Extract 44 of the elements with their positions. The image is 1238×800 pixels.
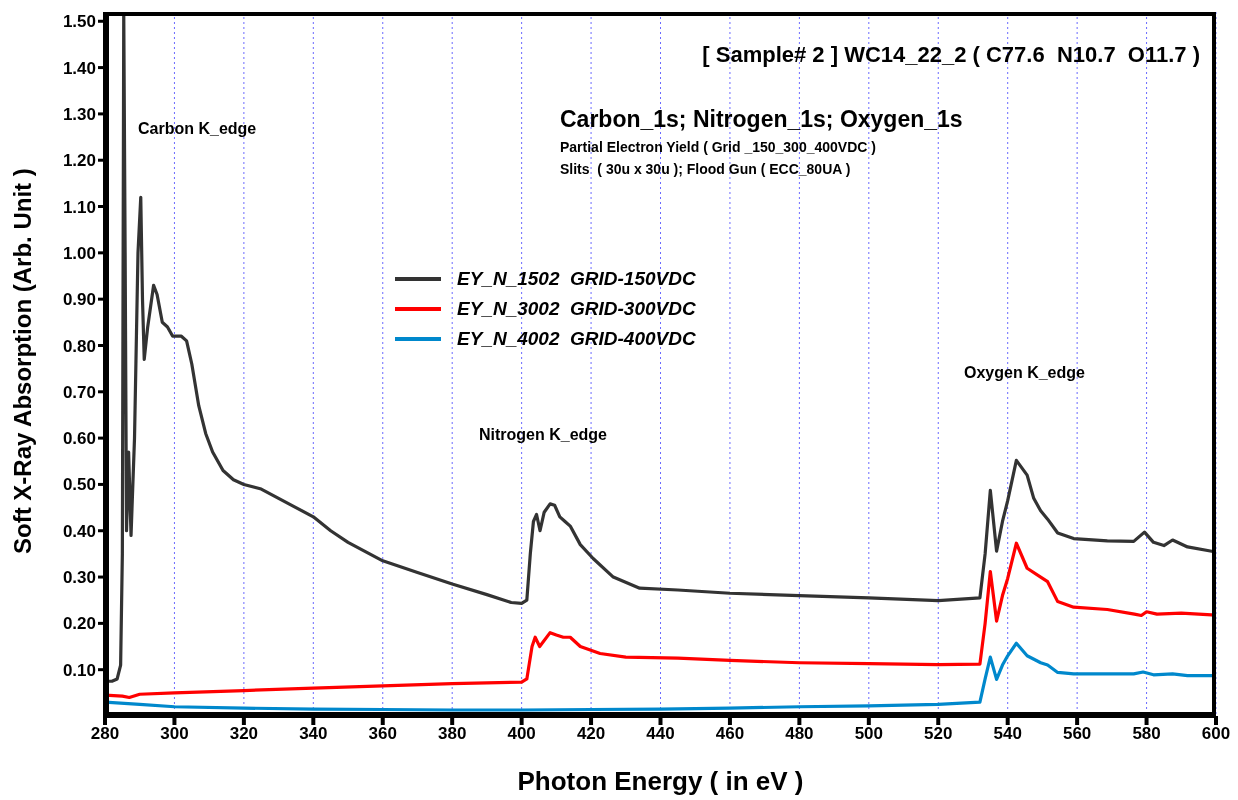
x-tick-label: 540 <box>993 724 1022 744</box>
y-tick-label: 1.40 <box>62 58 96 78</box>
y-tick-label: 1.50 <box>62 12 96 32</box>
y-tick-label: 0.90 <box>62 290 96 310</box>
y-tick-label: 1.30 <box>62 104 96 124</box>
text: Carbon_1s; Nitrogen_1s; Oxygen_1s <box>560 106 963 133</box>
x-tick-label: 340 <box>299 724 328 744</box>
x-tick-label: 500 <box>854 724 883 744</box>
x-tick-label: 360 <box>368 724 397 744</box>
annotation: Oxygen K_edge <box>964 364 1085 382</box>
legend-label: EY_N_1502 GRID-150VDC <box>457 268 696 290</box>
annotation: Partial Electron Yield ( Grid _150_300_400VDC ) <box>560 139 877 155</box>
y-tick-label: 0.80 <box>62 336 96 356</box>
x-tick-label: 400 <box>507 724 536 744</box>
y-tick-label: 0.70 <box>62 382 96 402</box>
y-tick-label: 0.40 <box>62 521 96 541</box>
x-axis-title: Photon Energy ( in eV ) <box>517 766 804 796</box>
x-tick-label: 300 <box>160 724 189 744</box>
x-tick-label: 460 <box>715 724 745 744</box>
y-tick-label: 0.60 <box>62 429 96 449</box>
legend-label: EY_N_3002 GRID-300VDC <box>457 298 696 320</box>
y-axis-title: Soft X-Ray Absorption (Arb. Unit ) <box>8 168 36 554</box>
y-tick-label: 1.10 <box>62 197 96 217</box>
annotation: Carbon K_edge <box>138 120 257 138</box>
x-tick-label: 440 <box>646 724 675 744</box>
legend-label: EY_N_4002 GRID-400VDC <box>457 328 696 350</box>
y-tick-label: 0.10 <box>62 660 96 680</box>
y-tick-label: 1.00 <box>62 243 96 263</box>
x-tick-label: 320 <box>229 724 259 744</box>
y-tick-label: 0.20 <box>62 614 96 634</box>
x-tick-label: 380 <box>438 724 467 744</box>
y-tick-label: 0.50 <box>62 475 96 495</box>
x-tick-label: 580 <box>1132 724 1161 744</box>
x-tick-label: 480 <box>785 724 814 744</box>
y-tick-label: 1.20 <box>62 151 96 171</box>
x-tick-label: 280 <box>90 724 120 744</box>
x-tick-label: 560 <box>1062 724 1092 744</box>
x-tick-label: 420 <box>576 724 606 744</box>
annotation: Nitrogen K_edge <box>479 426 608 444</box>
annotation: Slits ( 30u x 30u ); Flood Gun ( ECC_80UA ) <box>560 161 852 177</box>
x-tick-label: 520 <box>924 724 953 744</box>
y-tick-label: 0.30 <box>62 568 96 588</box>
text: [ Sample# 2 ] WC14_22_2 ( C77.6 N10.7 O11.7 ) <box>702 42 1200 68</box>
x-tick-label: 600 <box>1201 724 1231 744</box>
